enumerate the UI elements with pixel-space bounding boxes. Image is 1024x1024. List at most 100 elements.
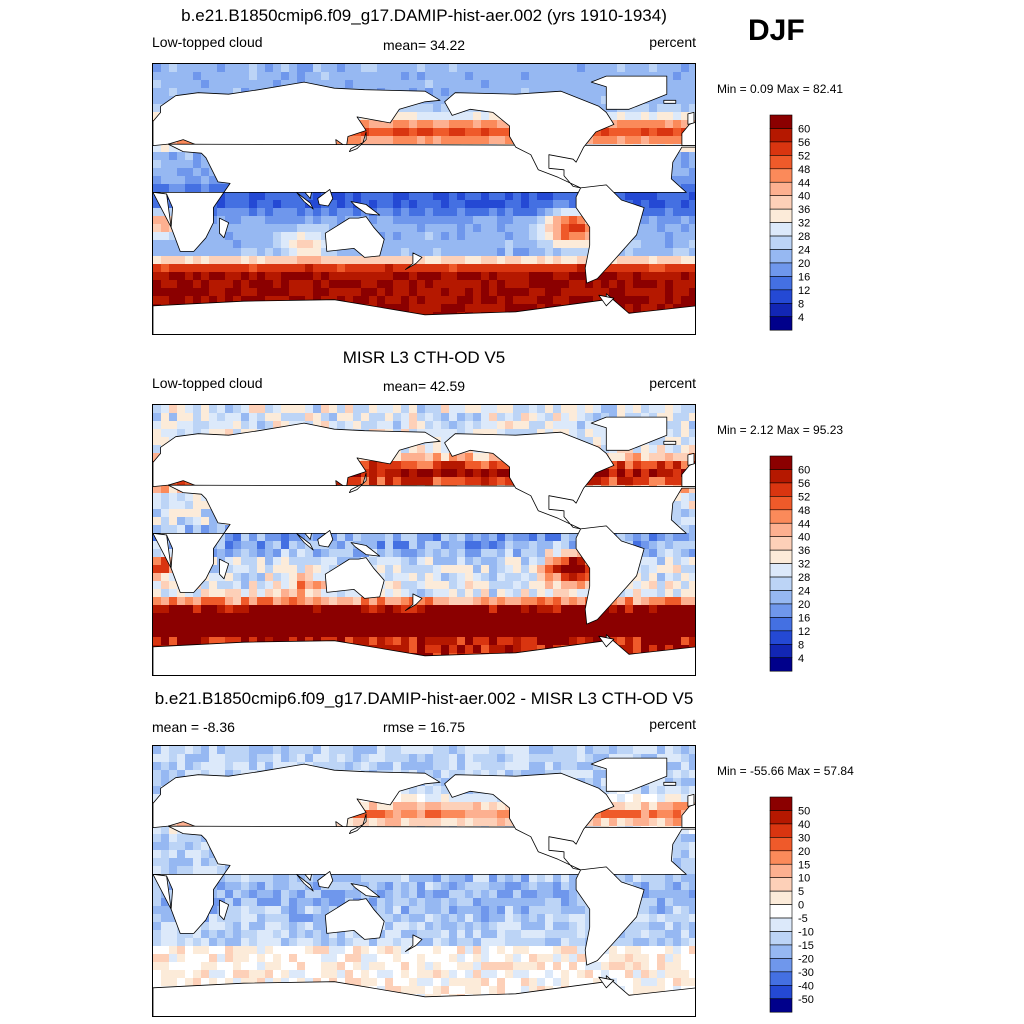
colorbar-tick-label: 15 <box>798 859 810 871</box>
field-map-svg <box>153 64 695 334</box>
colorbar-swatch <box>769 235 793 250</box>
colorbar-swatch <box>769 590 793 605</box>
colorbar-tick-label: 4 <box>798 312 804 324</box>
colorbar-tick-label: 16 <box>798 271 810 283</box>
colorbar-swatch <box>769 289 793 304</box>
colorbar-tick-label: 24 <box>798 245 810 257</box>
coastline-antarctic-peninsula <box>598 976 615 989</box>
coastline-africa-east <box>153 191 172 228</box>
colorbar-tick-label: 56 <box>798 478 810 490</box>
coastline-sumatra <box>296 532 314 551</box>
colorbar-tick-label: 56 <box>798 137 810 149</box>
colorbar-swatch <box>769 208 793 223</box>
coastline-australia <box>324 898 385 940</box>
colorbar-tick-label: 20 <box>798 258 810 270</box>
coastline-south-america <box>575 866 645 966</box>
colorbar-tick-label: 44 <box>798 177 810 189</box>
colorbar-swatch <box>769 195 793 210</box>
colorbar-swatch <box>769 796 793 811</box>
coastline-new-zealand <box>404 934 423 952</box>
colorbar-tick-label: 40 <box>798 532 810 544</box>
colorbar-tick-label: 32 <box>798 559 810 571</box>
season-label: DJF <box>748 14 805 47</box>
colorbar-swatch <box>769 536 793 551</box>
coastline-madagascar <box>219 899 229 921</box>
colorbar-tick-label: 48 <box>798 164 810 176</box>
colorbar-tick-label: 36 <box>798 545 810 557</box>
colorbar-tick-label: 40 <box>798 191 810 203</box>
colorbar-swatch <box>769 958 793 973</box>
colorbar-swatch <box>769 155 793 170</box>
colorbar-swatch <box>769 522 793 537</box>
colorbar-swatch <box>769 482 793 497</box>
colorbar-swatch <box>769 496 793 511</box>
colorbar-swatch <box>769 249 793 264</box>
panel-3-mean-label: mean = -8.36 <box>152 719 235 735</box>
colorbar-swatch <box>769 617 793 632</box>
land-masses <box>153 757 695 1016</box>
coastline-new-guinea <box>350 542 381 557</box>
coastline-uk <box>687 112 695 125</box>
colorbar-swatch <box>769 549 793 564</box>
colorbar-swatch <box>769 823 793 838</box>
colorbar-tick-label: 16 <box>798 612 810 624</box>
colorbar-swatch <box>769 944 793 959</box>
colorbar-swatch <box>769 141 793 156</box>
colorbar-swatch <box>769 998 793 1013</box>
colorbar-swatch <box>769 603 793 618</box>
colorbar-tick-label: 48 <box>798 505 810 517</box>
colorbar-swatch <box>769 917 793 932</box>
colorbar-swatch <box>769 276 793 291</box>
coastline-new-guinea <box>350 883 381 898</box>
coastline-borneo <box>317 530 334 548</box>
panel-1-title: b.e21.B1850cmip6.f09_g17.DAMIP-hist-aer.… <box>181 6 667 25</box>
panel-3-colorbar: 50 40 30 20 15 10 5 0 -5 -10 -15 -20 -30 -40 -50 <box>769 796 850 1014</box>
colorbar-swatch <box>769 181 793 196</box>
colorbar-swatch <box>769 657 793 672</box>
coastline-iceland <box>663 440 677 445</box>
coastline-madagascar <box>219 558 229 580</box>
colorbar-swatch <box>769 563 793 578</box>
colorbar-tick-label: -40 <box>798 980 814 992</box>
coastline-antarctic-peninsula <box>598 635 615 648</box>
coastline-new-zealand <box>404 593 423 611</box>
land-masses <box>153 416 695 675</box>
colorbar-tick-label: 5 <box>798 886 804 898</box>
coastline-australia <box>324 557 385 599</box>
colorbar-tick-label: 28 <box>798 231 810 243</box>
panel-1-minmax: Min = 0.09 Max = 82.41 <box>717 82 844 96</box>
coastline-new-zealand <box>404 252 423 270</box>
coastline-borneo <box>317 871 334 889</box>
colorbar-tick-label: -5 <box>798 913 808 925</box>
colorbar-swatch <box>769 303 793 318</box>
coastline-new-guinea <box>350 201 381 216</box>
coastline-north-america <box>444 772 615 871</box>
colorbar-tick-label: -30 <box>798 967 814 979</box>
colorbar-swatch <box>769 128 793 143</box>
colorbar-swatch <box>769 455 793 470</box>
panel-1-units-label: percent <box>649 34 696 50</box>
panel-2-colorbar: 60 56 52 48 44 40 36 32 28 24 20 16 12 8 4 <box>769 455 850 673</box>
coastline-uk <box>687 794 695 807</box>
panel-2-units-label: percent <box>649 375 696 391</box>
coastline-north-america <box>444 431 615 530</box>
coastline-sumatra <box>296 191 314 210</box>
colorbar-swatch <box>769 469 793 484</box>
panel-2-map <box>152 404 696 676</box>
colorbar-swatch <box>769 810 793 825</box>
colorbar-swatch <box>769 222 793 237</box>
colorbar-tick-label: 52 <box>798 491 810 503</box>
colorbar-swatch <box>769 114 793 129</box>
coastline-south-america <box>575 525 645 625</box>
colorbar-tick-label: 4 <box>798 653 804 665</box>
panel-3-title: b.e21.B1850cmip6.f09_g17.DAMIP-hist-aer.… <box>154 689 694 708</box>
colorbar-tick-label: 44 <box>798 518 810 530</box>
colorbar-swatch <box>769 837 793 852</box>
colorbar-swatch <box>769 630 793 645</box>
coastline-japan <box>348 813 367 834</box>
colorbar-swatch <box>769 850 793 865</box>
colorbar-tick-label: 8 <box>798 639 804 651</box>
coastline-antarctic-peninsula <box>598 294 615 307</box>
